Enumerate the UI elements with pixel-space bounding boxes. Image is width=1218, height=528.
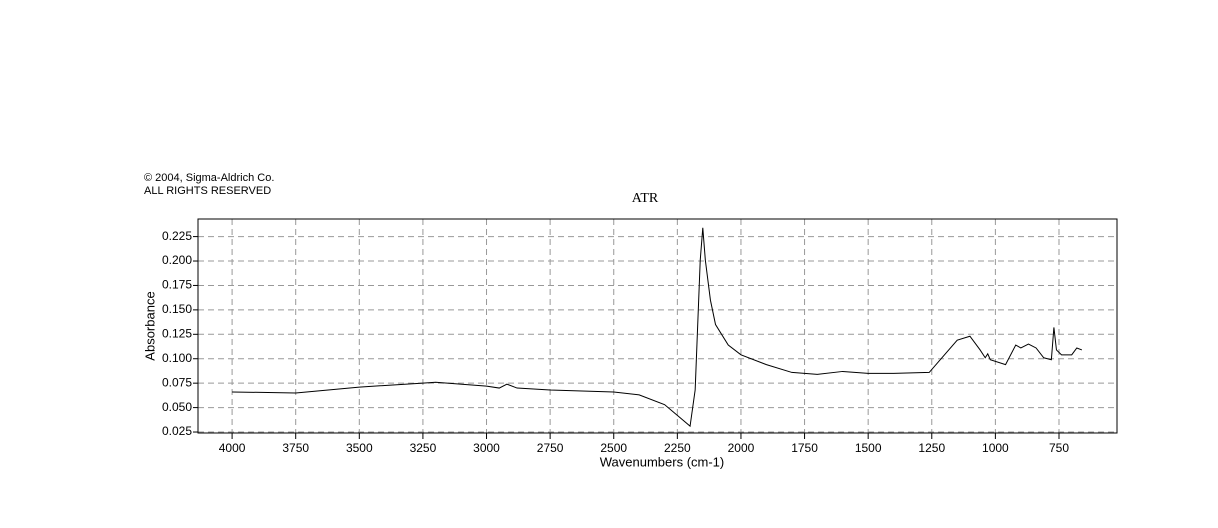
- x-tick-label: 3750: [282, 441, 309, 455]
- x-tick-label: 750: [1049, 441, 1069, 455]
- copyright: ALL RIGHTS RESERVED: [144, 185, 271, 197]
- x-tick-label: 4000: [219, 441, 246, 455]
- copyright: © 2004, Sigma-Aldrich Co.: [144, 172, 274, 184]
- x-tick-label: 2750: [537, 441, 564, 455]
- x-tick-label: 1750: [791, 441, 818, 455]
- y-tick-label: 0.050: [162, 400, 192, 414]
- x-tick-label: 2250: [664, 441, 691, 455]
- y-tick-label: 0.075: [162, 375, 192, 389]
- plot-frame: [197, 218, 1118, 434]
- y-tick-label: 0.175: [162, 278, 192, 292]
- x-tick-label: 1250: [918, 441, 945, 455]
- x-tick-label: 3250: [410, 441, 437, 455]
- x-tick-label: 3000: [473, 441, 500, 455]
- y-axis-label: Absorbance: [142, 291, 157, 360]
- spectrum-line: [232, 227, 1083, 428]
- y-tick-label: 0.025: [162, 424, 192, 438]
- y-tick-label: 0.225: [162, 229, 192, 243]
- y-tick-label: 0.100: [162, 351, 192, 365]
- x-tick-label: 1000: [982, 441, 1009, 455]
- x-tick-label: 3500: [346, 441, 373, 455]
- y-tick-label: 0.150: [162, 302, 192, 316]
- y-tick-label: 0.125: [162, 326, 192, 340]
- y-tick-label: 0.200: [162, 253, 192, 267]
- x-axis-label: Wavenumbers (cm-1): [600, 454, 724, 469]
- chart-title: ATR: [632, 191, 659, 206]
- x-tick-label: 1500: [855, 441, 882, 455]
- x-tick-label: 2000: [728, 441, 755, 455]
- x-tick-label: 2500: [600, 441, 627, 455]
